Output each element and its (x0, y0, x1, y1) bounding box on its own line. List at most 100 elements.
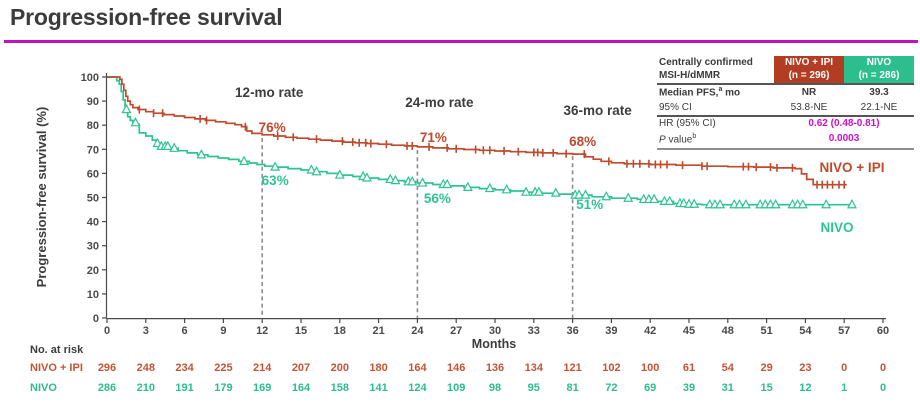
risk-count: 124 (408, 382, 427, 394)
censor-triangle (361, 172, 372, 182)
censor-triangle (550, 187, 561, 197)
milestone-label: 36-mo rate (563, 103, 632, 118)
axes (105, 73, 886, 320)
censor-triangle (601, 191, 612, 201)
x-tick-label: 0 (104, 325, 110, 337)
censor-triangle (442, 178, 453, 189)
stats-ci-row: 95% CI 53.8-NE 22.1-NE (657, 100, 914, 118)
x-tick-label: 24 (411, 325, 424, 337)
censor-triangle (770, 198, 781, 209)
censor-triangle (740, 198, 751, 209)
risk-count: 136 (486, 362, 504, 374)
x-axis-title: Months (472, 337, 516, 351)
y-axis-ticks: 0 10 20 30 40 50 60 70 80 90 100 (81, 72, 107, 325)
x-tick-label: 18 (334, 325, 346, 337)
censor-triangle (846, 198, 857, 209)
stats-group-label: Centrally confirmed MSI-H/dMMR (657, 56, 774, 85)
ci-nivo-ipi: 53.8-NE (774, 100, 844, 118)
censor-triangle (689, 198, 700, 208)
risk-table: No. at risk NIVO + IPI 296 248 234 225 214 207 2… (30, 344, 886, 394)
stats-hr-row: HR (95% CI) 0.62 (0.48-0.81) (657, 116, 914, 132)
risk-count: 214 (253, 362, 272, 374)
censor-triangle (521, 186, 532, 196)
y-axis-title: Progression-free survival (%) (34, 107, 49, 288)
risk-count: 1 (841, 382, 847, 394)
censor-triangle (196, 149, 207, 159)
x-tick-label: 21 (372, 325, 384, 337)
risk-count: 146 (447, 362, 465, 374)
risk-count: 164 (408, 362, 427, 374)
censor-triangle (390, 174, 401, 185)
risk-count: 72 (605, 382, 617, 394)
median-pfs-nivo: 39.3 (869, 86, 889, 98)
x-tick-label: 9 (220, 325, 226, 337)
risk-count: 69 (644, 382, 656, 394)
x-tick-label: 12 (256, 325, 268, 337)
x-axis-ticks: 0 3 6 9 12 15 18 21 24 27 30 33 36 39 42 45 48 51 54 57 60 (104, 318, 889, 337)
censor-triangle (484, 182, 495, 193)
curve-label-nivo-ipi: NIVO + IPI (820, 160, 885, 175)
risk-count: 15 (760, 382, 772, 394)
censor-triangle (580, 189, 591, 199)
risk-count: 39 (683, 382, 695, 394)
risk-count: 12 (799, 382, 811, 394)
y-tick-label: 0 (93, 313, 99, 325)
censor-marks-nivo-ipi (138, 105, 846, 189)
x-tick-label: 36 (566, 325, 578, 337)
censor-triangle (270, 161, 281, 171)
x-tick-label: 6 (182, 325, 188, 337)
x-tick-label: 42 (644, 325, 656, 337)
censor-triangle (533, 186, 544, 196)
milestone-label: 12-mo rate (235, 85, 304, 100)
risk-count: 210 (137, 382, 155, 394)
hr-label: HR (95% CI) (659, 118, 716, 130)
milestone-12: 12-mo rate 76% 63% (235, 85, 304, 318)
risk-row-nivo: NIVO 286 210 191 179 169 164 158 141 124 109 98 95 81… (30, 382, 886, 394)
risk-count: 121 (563, 362, 581, 374)
risk-count: 191 (175, 382, 193, 394)
risk-count: 61 (683, 362, 695, 374)
censor-triangle (417, 177, 428, 187)
censor-triangle (734, 198, 745, 209)
stats-table: Centrally confirmed MSI-H/dMMR NIVO + IP… (657, 56, 914, 150)
risk-count: 207 (292, 362, 310, 374)
y-tick-label: 70 (87, 144, 99, 156)
milestones: 12-mo rate 76% 63% 24-mo rate 71% 56% 36-mo ra… (235, 85, 632, 318)
risk-count: 31 (722, 382, 734, 394)
x-tick-label: 33 (528, 325, 540, 337)
risk-count: 225 (214, 362, 232, 374)
censor-marks-nivo (121, 103, 857, 209)
curve-label-nivo: NIVO (820, 220, 853, 235)
risk-count: 286 (98, 382, 116, 394)
censor-triangle (407, 176, 418, 186)
risk-count: 164 (292, 382, 311, 394)
censor-triangle (715, 198, 726, 209)
risk-count: 95 (528, 382, 540, 394)
risk-row-nivo-ipi: NIVO + IPI 296 248 234 225 214 207 200 180 164 146… (30, 362, 886, 374)
risk-count: 180 (369, 362, 387, 374)
stats-median-row: Median PFS,a mo NR 39.3 (657, 84, 914, 101)
risk-count: 0 (880, 382, 886, 394)
risk-count: 0 (880, 362, 886, 374)
risk-count: 109 (447, 382, 465, 394)
risk-count: 141 (369, 382, 387, 394)
risk-count: 200 (331, 362, 349, 374)
rate-nivo-ipi: 71% (420, 130, 447, 145)
x-tick-label: 45 (683, 325, 695, 337)
x-tick-label: 15 (295, 325, 307, 337)
censor-triangle (162, 140, 173, 151)
p-value: 0.0003 (774, 131, 914, 150)
risk-count: 296 (98, 362, 116, 374)
x-tick-label: 48 (722, 325, 734, 337)
stats-arm-nivo-ipi: NIVO + IPI (n = 296) (774, 56, 844, 85)
censor-triangle (501, 184, 512, 194)
censor-triangle (574, 189, 585, 199)
ci-nivo: 22.1-NE (844, 100, 914, 118)
censor-triangle (797, 198, 808, 209)
x-tick-label: 30 (489, 325, 501, 337)
x-tick-label: 54 (799, 325, 812, 337)
y-tick-label: 80 (87, 120, 99, 132)
censor-triangle (239, 155, 250, 165)
